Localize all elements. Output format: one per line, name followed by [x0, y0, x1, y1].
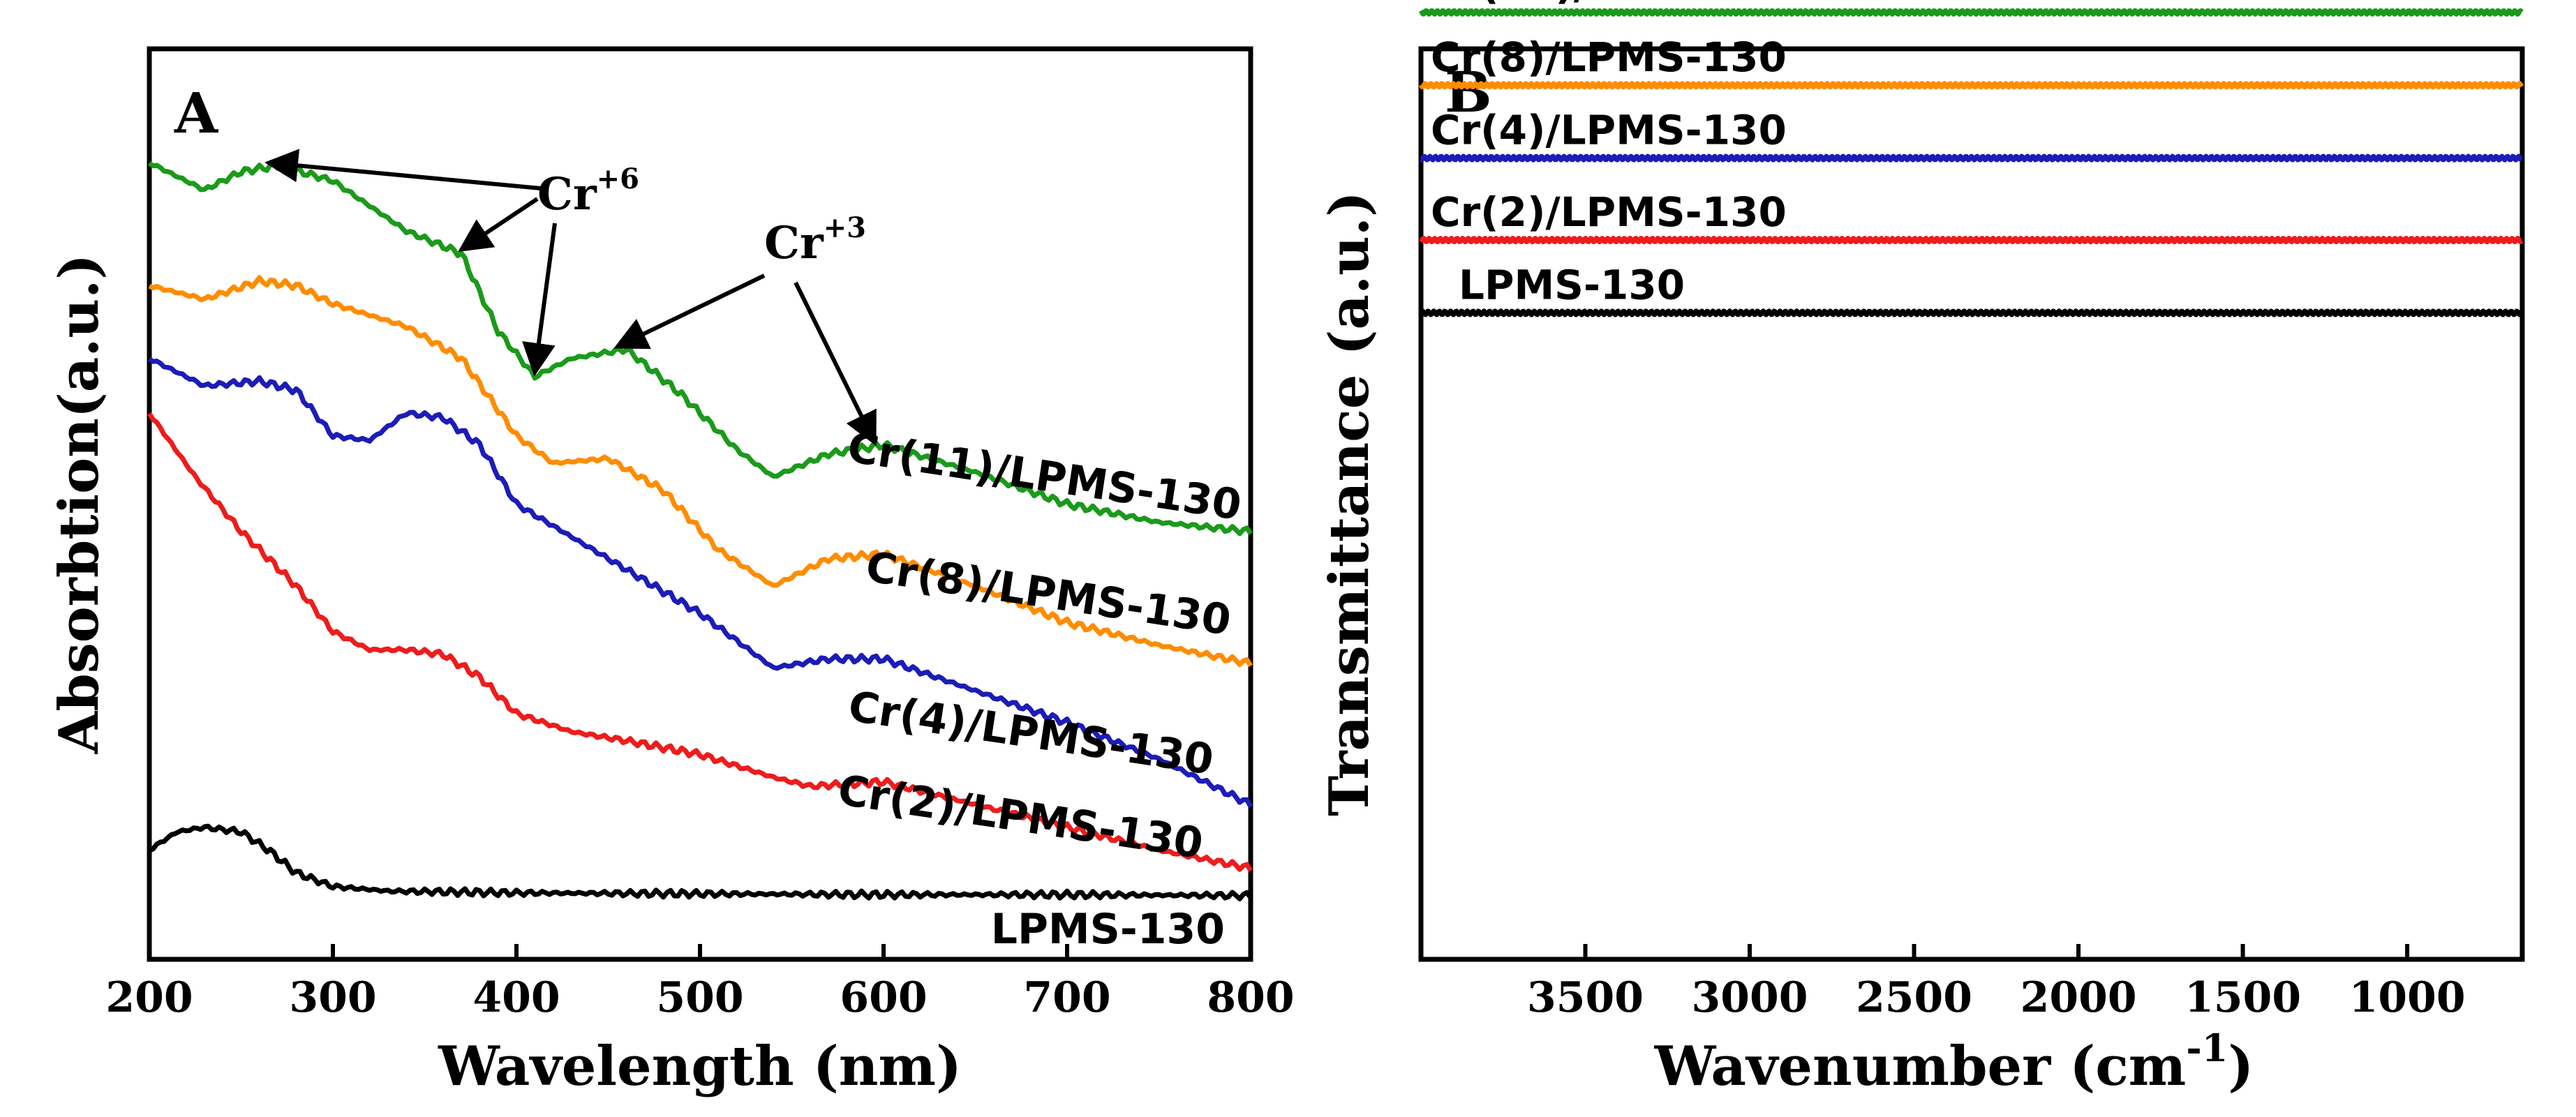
panel-b-label-cr-2-lpms-130: Cr(2)/LPMS-130: [1431, 188, 1787, 236]
panel-a-annotation-arrow: [794, 281, 877, 447]
panel-a-x-tick-label: 300: [289, 973, 376, 1022]
panel-b-x-tick-label: 2000: [2020, 973, 2137, 1022]
panel-b-label-cr-8-lpms-130: Cr(8)/LPMS-130: [1431, 33, 1787, 81]
panel-b-label-cr-4-lpms-130: Cr(4)/LPMS-130: [1431, 107, 1787, 154]
panel-a-letter: A: [174, 80, 218, 146]
panel-a-line-lpms-130: [148, 823, 1253, 901]
panel-b-line-cr-4-lpms-130: [1419, 153, 2524, 163]
panel-b-x-tick-label: 2500: [1856, 973, 1972, 1022]
panel-a-line-cr-8-lpms-130: [148, 275, 1253, 668]
panel-a-annotation-arrow: [458, 197, 539, 252]
panel-b-series-group: [1418, 8, 2524, 317]
panel-a-x-tick-label: 200: [105, 973, 193, 1022]
panel-a-x-tick-label: 400: [472, 973, 560, 1022]
panel-b-x-axis-title-sup: -1: [2186, 1026, 2228, 1070]
panel-a-annotations: Cr+6 Cr+3: [264, 149, 877, 447]
panel-b-x-axis-title-main: Wavenumber (cm: [1654, 1035, 2187, 1098]
panel-a-series-group: [147, 160, 1253, 901]
panel-a-x-tick-label: 700: [1023, 973, 1110, 1022]
panel-b-x-tick-label: 3500: [1527, 973, 1644, 1022]
panel-a-x-tick-label: 500: [656, 973, 743, 1022]
panel-b-x-ticks: 3500 3000 2500 2000 1500 1000: [1527, 944, 2466, 1022]
panel-b-x-axis-title-close: ): [2228, 1035, 2254, 1098]
panel-a-annotation-cr-3: Cr+3: [764, 211, 866, 269]
panel-a-line-cr-2-lpms-130: [147, 412, 1253, 872]
panel-a-label-lpms-130: LPMS-130: [991, 905, 1225, 954]
panel-a-x-tick-label: 600: [840, 973, 927, 1022]
panel-a-annotation-cr-6: Cr+6: [537, 163, 639, 220]
panel-a-y-axis-title: Absorbtion(a.u.): [47, 254, 111, 754]
panel-b-letter: B: [1445, 59, 1492, 125]
panel-b-label-lpms-130: LPMS-130: [1459, 261, 1685, 308]
panel-b-chart: B LPMS-130 Cr(2)/LPMS-130 Cr(4)/LPMS-130 Cr…: [1318, 0, 2525, 1098]
panel-b-x-tick-label: 1500: [2184, 973, 2301, 1022]
panel-b-series-labels: LPMS-130 Cr(2)/LPMS-130 Cr(4)/LPMS-130 Cr(8…: [1431, 0, 1815, 308]
panel-a-line-cr-4-lpms-130: [147, 357, 1253, 809]
panel-a-annotation-arrow: [522, 223, 557, 377]
panel-b-x-tick-label: 3000: [1692, 973, 1808, 1022]
panel-b-x-tick-label: 1000: [2349, 973, 2466, 1022]
panel-a-annotation-arrow: [613, 273, 766, 350]
panel-b-line-cr-2-lpms-130: [1419, 235, 2524, 245]
panel-b-line-cr-11-lpms-130: [1419, 8, 2524, 17]
panel-b-x-axis-title: Wavenumber (cm-1): [1654, 1026, 2254, 1098]
panel-a-x-ticks: 200 300 400 500 600 700 800: [105, 944, 1295, 1022]
panel-a-annotation-arrow: [264, 149, 542, 190]
panel-a-x-axis-title: Wavelength (nm): [438, 1035, 962, 1098]
panel-a-x-tick-label: 800: [1207, 973, 1294, 1022]
panel-b-y-axis-title: Transmittance (a.u.): [1318, 191, 1381, 816]
panel-b-line-lpms-130: [1418, 308, 2524, 317]
panel-b-plot-frame: [1418, 46, 2525, 962]
panel-b-line-cr-8-lpms-130: [1418, 81, 2524, 90]
panel-b-label-cr-11-lpms-130: Cr(11)/LPMS-130: [1431, 0, 1815, 8]
panel-a-line-cr-11-lpms-130: [147, 160, 1253, 537]
